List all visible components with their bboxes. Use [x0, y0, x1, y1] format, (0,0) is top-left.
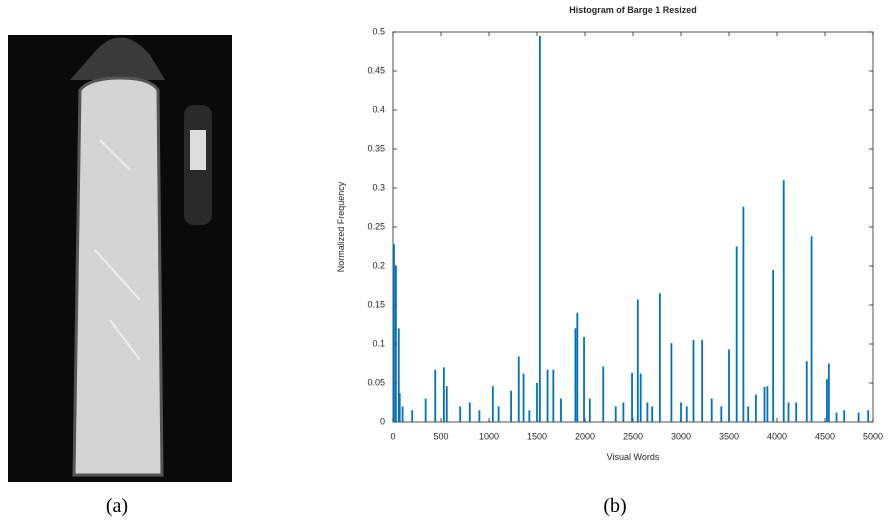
bar	[442, 367, 445, 422]
y-tick-label: 0.2	[372, 260, 385, 270]
x-tick-label: 5000	[863, 431, 883, 441]
bar	[826, 379, 828, 422]
bar	[742, 206, 745, 422]
panel-label: (a)	[106, 495, 128, 517]
bar	[639, 373, 642, 422]
bar	[491, 386, 494, 422]
y-tick-label: 0.25	[367, 221, 385, 231]
y-tick-label: 0.4	[372, 104, 385, 114]
y-tick-label: 0.45	[367, 65, 385, 75]
bar	[393, 244, 395, 422]
bar	[754, 394, 757, 422]
bar	[576, 312, 579, 422]
bar	[602, 366, 605, 422]
bar	[631, 372, 633, 422]
x-tick-label: 2000	[575, 431, 595, 441]
panel-label: (b)	[603, 495, 626, 517]
bar	[685, 406, 688, 422]
bar	[583, 336, 585, 422]
bar	[747, 406, 750, 422]
bar	[720, 406, 723, 422]
x-tick-label: 0	[390, 431, 395, 441]
y-tick-label: 0.1	[372, 338, 385, 348]
y-tick-label: 0.3	[372, 182, 385, 192]
bar	[658, 293, 661, 422]
bar	[795, 402, 798, 422]
bar	[546, 369, 549, 422]
x-axis-label: Visual Words	[607, 452, 660, 462]
bar	[782, 180, 785, 422]
bar	[710, 398, 713, 422]
bar	[497, 406, 500, 422]
bar	[394, 266, 397, 422]
x-tick-label: 1000	[479, 431, 499, 441]
bar	[552, 369, 555, 422]
x-tick-label: 1500	[527, 431, 547, 441]
bar	[835, 412, 838, 422]
barge-photo	[8, 35, 232, 482]
bar	[636, 299, 639, 422]
bar	[536, 383, 538, 422]
y-tick-label: 0.05	[367, 377, 385, 387]
bar	[692, 340, 695, 422]
bar	[560, 398, 562, 422]
bar	[401, 406, 404, 422]
bar	[517, 356, 520, 422]
bar	[651, 406, 654, 422]
x-tick-label: 500	[433, 431, 448, 441]
bar	[574, 328, 577, 422]
x-tick-label: 2500	[623, 431, 643, 441]
y-axis-label: Normalized Frequency	[336, 181, 346, 272]
y-tick-label: 0	[380, 416, 385, 426]
bar	[510, 390, 512, 422]
chart-title: Histogram of Barge 1 Resized	[569, 5, 697, 15]
bar	[810, 236, 813, 422]
bar	[787, 402, 790, 422]
y-tick-label: 0.5	[372, 26, 385, 36]
bar	[538, 35, 541, 423]
bar	[766, 386, 769, 422]
y-tick-label: 0.15	[367, 299, 385, 309]
y-tick-label: 0.35	[367, 143, 385, 153]
bar	[614, 406, 617, 422]
bar	[588, 398, 591, 422]
bar	[397, 328, 400, 422]
bar	[528, 410, 531, 422]
bar	[459, 406, 462, 422]
bar	[434, 369, 437, 422]
bar	[670, 343, 673, 422]
bar	[424, 398, 427, 422]
bar	[411, 410, 414, 422]
bar	[843, 410, 846, 422]
x-tick-label: 3000	[671, 431, 691, 441]
bar	[728, 349, 730, 422]
bar	[478, 410, 481, 422]
bar	[468, 402, 471, 422]
bar	[622, 402, 625, 422]
bar	[772, 269, 775, 422]
bar	[680, 402, 682, 422]
bar	[445, 386, 448, 422]
bar	[857, 412, 860, 422]
x-tick-label: 4000	[767, 431, 787, 441]
bar	[398, 393, 401, 422]
bar	[763, 386, 766, 422]
bar	[522, 373, 525, 422]
bar	[646, 402, 649, 422]
x-tick-label: 4500	[815, 431, 835, 441]
bar	[867, 410, 870, 422]
bar	[735, 246, 738, 422]
bar	[827, 363, 830, 422]
bar	[701, 340, 704, 422]
x-tick-label: 3500	[719, 431, 739, 441]
axes-box	[392, 31, 874, 423]
bar	[805, 361, 808, 422]
